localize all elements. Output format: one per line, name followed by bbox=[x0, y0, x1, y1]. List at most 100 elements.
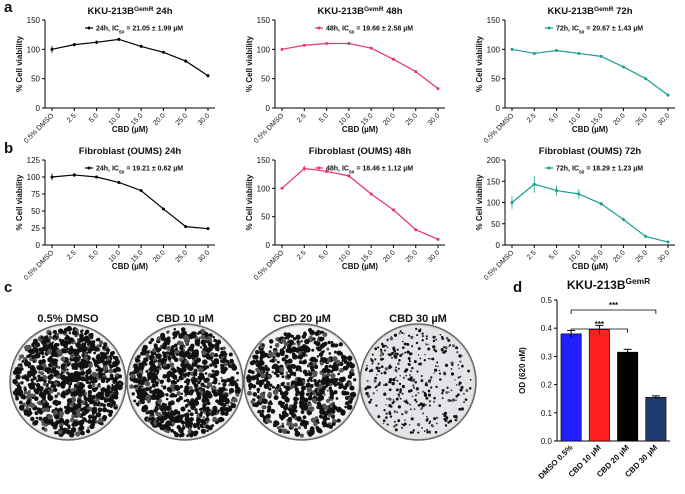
colony bbox=[266, 409, 271, 413]
colony bbox=[458, 407, 462, 411]
colony bbox=[65, 376, 72, 383]
colony bbox=[76, 374, 80, 378]
colony bbox=[207, 382, 213, 388]
x-tick-label: 2.5 bbox=[526, 249, 538, 261]
colony bbox=[78, 419, 85, 426]
colony bbox=[81, 372, 85, 375]
chart-title: KKU-213BGemR 24h bbox=[87, 6, 172, 18]
colony bbox=[330, 373, 336, 379]
colony bbox=[261, 409, 265, 414]
colony bbox=[94, 386, 98, 391]
x-axis-label: CBD (µM) bbox=[342, 125, 378, 134]
colony bbox=[304, 403, 308, 407]
colony bbox=[424, 404, 427, 406]
x-tick-label: 25.0 bbox=[635, 112, 650, 127]
colony bbox=[449, 419, 453, 423]
line bbox=[511, 48, 669, 96]
point bbox=[139, 189, 143, 193]
colony bbox=[53, 337, 57, 341]
colony bbox=[12, 370, 18, 375]
colony bbox=[438, 372, 442, 375]
colony bbox=[393, 333, 398, 337]
colony bbox=[458, 384, 460, 386]
colony bbox=[188, 333, 194, 339]
colony bbox=[99, 357, 105, 364]
colony bbox=[281, 375, 285, 379]
colony bbox=[98, 377, 101, 381]
colony bbox=[302, 415, 307, 420]
colony bbox=[420, 406, 424, 410]
colony bbox=[143, 357, 147, 361]
colony bbox=[64, 408, 71, 415]
colony bbox=[95, 368, 99, 372]
colony bbox=[419, 328, 422, 330]
point bbox=[436, 237, 440, 241]
colony bbox=[76, 361, 80, 364]
colony bbox=[23, 390, 28, 395]
colony bbox=[228, 352, 233, 357]
colony bbox=[209, 352, 215, 357]
colony bbox=[229, 358, 234, 364]
colony bbox=[135, 386, 139, 391]
point bbox=[280, 186, 284, 190]
colony bbox=[187, 371, 192, 376]
colony bbox=[350, 368, 355, 373]
legend-label: 48h, IC50 = 18.46 ± 1.12 µM bbox=[326, 166, 413, 176]
text-part: = 20.67 ± 1.43 µM bbox=[584, 26, 643, 33]
colony bbox=[87, 384, 93, 390]
colony bbox=[427, 343, 429, 346]
colony bbox=[68, 385, 72, 388]
colony bbox=[350, 391, 357, 398]
colony bbox=[377, 369, 381, 373]
colony bbox=[326, 347, 330, 351]
point bbox=[95, 40, 99, 44]
colony bbox=[184, 359, 189, 365]
colony bbox=[372, 392, 375, 395]
colony bbox=[199, 413, 203, 417]
colony bbox=[388, 411, 391, 414]
colony bbox=[190, 404, 196, 411]
colony bbox=[36, 401, 39, 404]
colony bbox=[173, 357, 179, 363]
colony bbox=[49, 355, 53, 360]
colony bbox=[165, 397, 169, 401]
y-tick-label: 125 bbox=[27, 156, 41, 165]
colony bbox=[137, 354, 141, 359]
colony bbox=[105, 351, 110, 355]
colony bbox=[300, 410, 305, 414]
colony bbox=[439, 333, 442, 336]
colony bbox=[266, 380, 271, 385]
colony bbox=[29, 402, 36, 408]
colony bbox=[457, 364, 460, 366]
colony bbox=[346, 404, 353, 410]
colony bbox=[321, 403, 327, 409]
colony bbox=[295, 334, 301, 340]
colony bbox=[172, 374, 178, 379]
colony bbox=[321, 367, 328, 374]
colony bbox=[378, 381, 381, 384]
colony bbox=[441, 392, 444, 395]
colony bbox=[330, 370, 334, 373]
colony bbox=[399, 375, 401, 377]
colony bbox=[335, 397, 339, 400]
colony bbox=[451, 344, 455, 348]
text-part: 50 bbox=[119, 169, 125, 175]
colony bbox=[449, 399, 452, 402]
colony bbox=[40, 336, 44, 340]
colony bbox=[110, 385, 117, 392]
colony bbox=[171, 411, 177, 416]
colony bbox=[403, 400, 406, 403]
text-part: 48h bbox=[384, 6, 403, 17]
colony bbox=[441, 388, 445, 392]
colony bbox=[91, 383, 96, 388]
colony bbox=[409, 352, 413, 356]
colony bbox=[264, 364, 268, 368]
colony bbox=[318, 352, 324, 357]
colony bbox=[210, 374, 214, 378]
colony bbox=[401, 352, 404, 356]
colony bbox=[25, 405, 29, 408]
colony bbox=[427, 389, 431, 392]
colony bbox=[251, 384, 257, 389]
colony bbox=[94, 415, 97, 419]
colony bbox=[450, 389, 453, 392]
